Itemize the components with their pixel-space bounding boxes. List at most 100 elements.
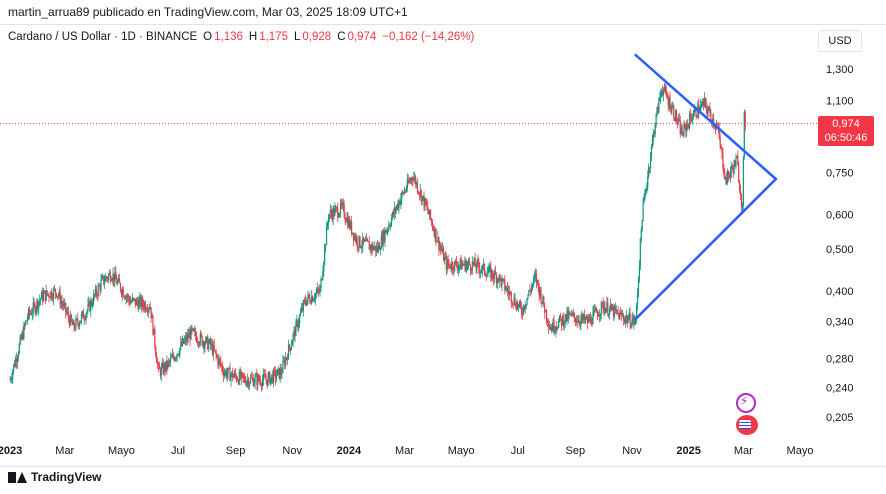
candle-body (287, 344, 290, 360)
candle-body (292, 334, 294, 342)
candle-body (14, 358, 17, 367)
candle-body (307, 294, 309, 300)
candle-body (567, 310, 569, 319)
candle-body (65, 302, 67, 312)
candle-body (720, 145, 722, 149)
candle-body (155, 346, 157, 356)
candle-body (544, 306, 546, 313)
candle-body (415, 177, 417, 185)
candle-body (467, 263, 469, 266)
candle-body (409, 180, 411, 182)
tradingview-brand[interactable]: TradingView (8, 470, 101, 484)
candle-body (185, 336, 187, 342)
candle-body (698, 104, 700, 114)
candle-body (64, 302, 66, 304)
candle-body (610, 304, 613, 311)
candle-body (188, 332, 190, 339)
candle-body (734, 161, 736, 167)
candle-body (147, 308, 149, 312)
y-tick-label: 0,340 (826, 317, 854, 329)
candle-body (208, 339, 211, 344)
candle-body (131, 301, 133, 303)
candle-body (621, 313, 623, 316)
candle-body (381, 236, 383, 246)
us-flag-icon[interactable] (736, 415, 758, 435)
candle-body (73, 321, 75, 328)
candle-body (221, 364, 223, 366)
candle-body (29, 313, 32, 314)
candle-body (437, 237, 439, 242)
currency-button[interactable]: USD (818, 30, 862, 52)
candle-body (357, 246, 359, 248)
candle-body (588, 317, 590, 322)
candle-body (552, 320, 554, 331)
candle-body (673, 106, 675, 118)
symbol-name[interactable]: Cardano / US Dollar · 1D · BINANCE (8, 31, 198, 43)
candle-body (493, 276, 495, 280)
candle-body (220, 360, 222, 365)
candle-body (353, 235, 356, 240)
candle-body (347, 217, 349, 228)
candle-body (172, 354, 174, 358)
open-label: O (203, 31, 213, 43)
candle-body (451, 262, 453, 270)
candle-body (731, 166, 733, 169)
candle-body (518, 304, 520, 308)
candle-body (354, 235, 356, 241)
lightning-icon[interactable] (736, 393, 756, 413)
candle-body (559, 315, 562, 319)
candle-body (426, 204, 428, 206)
candle-body (586, 316, 589, 323)
candle-body (136, 299, 138, 303)
candle-body (524, 306, 526, 310)
candle-body (443, 256, 446, 261)
candle-body (352, 232, 355, 240)
candle-body (174, 357, 176, 361)
candle-body (679, 120, 681, 134)
y-tick-label: 1,100 (826, 95, 854, 107)
candle-body (561, 316, 563, 326)
candle-body (70, 314, 72, 321)
candle-body (329, 210, 331, 215)
candle-body (530, 290, 532, 292)
candle-body (441, 248, 443, 252)
candle-body (230, 375, 232, 381)
x-tick-label: 2023 (0, 445, 22, 457)
candle-body (402, 192, 404, 194)
candle-body (670, 110, 672, 112)
candle-body (522, 305, 524, 315)
candle-body (336, 207, 338, 209)
candle-body (401, 192, 403, 199)
candle-body (507, 290, 510, 295)
candle-body (700, 105, 702, 111)
candle-body (467, 260, 470, 264)
candle-body (453, 269, 455, 271)
candle-body (708, 107, 710, 111)
candle-body (153, 328, 155, 335)
candle-body (391, 212, 394, 219)
candle-body (732, 168, 734, 174)
candle-body (671, 106, 673, 111)
candle-body (696, 116, 698, 117)
candle-body (138, 300, 140, 310)
candle-body (392, 212, 394, 215)
candle-body (390, 218, 393, 226)
candle-body (289, 347, 291, 350)
candle-body (382, 231, 384, 246)
candle-body (648, 167, 650, 177)
candle-body (255, 374, 257, 377)
candle-body (84, 319, 86, 320)
candle-body (545, 310, 547, 313)
candle-body (71, 320, 73, 325)
candle-body (27, 317, 29, 321)
candle-body (356, 237, 358, 247)
candle-body (628, 313, 630, 319)
candle-body (207, 336, 209, 350)
candle-body (486, 273, 488, 277)
candle-body (258, 375, 260, 381)
candle-body (327, 218, 330, 224)
candle-body (728, 175, 731, 178)
candle-body (193, 328, 195, 331)
low-label: L (294, 31, 301, 43)
